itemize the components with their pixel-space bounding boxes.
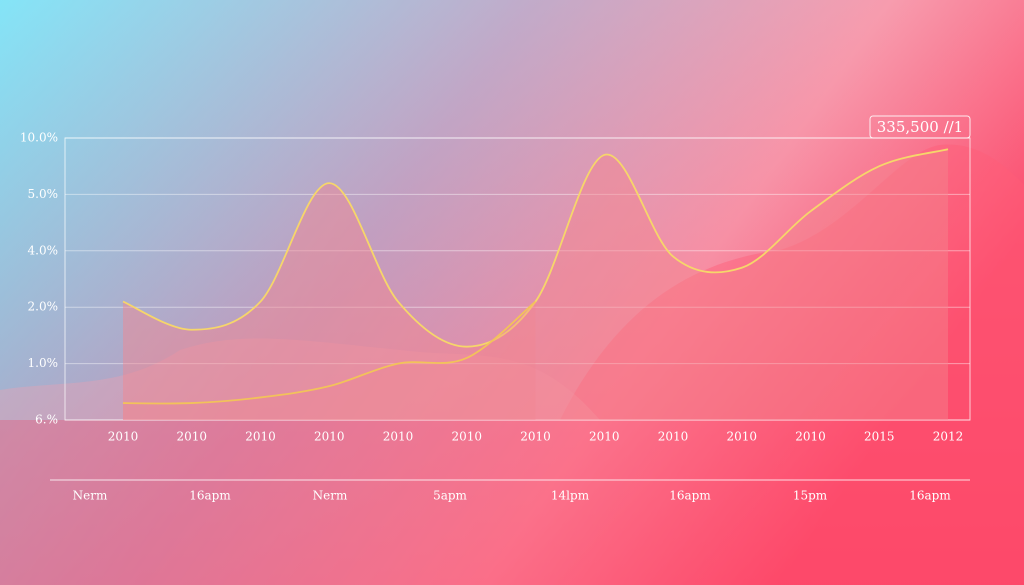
x-tick-label: 2010 — [245, 430, 276, 444]
background-wave — [0, 144, 1024, 585]
secondary-label: 5apm — [433, 489, 467, 503]
x-tick-label: 2010 — [589, 430, 620, 444]
secondary-label: 14lpm — [551, 489, 590, 503]
plot-frame — [64, 137, 971, 421]
x-tick-label: 2010 — [176, 430, 207, 444]
series-area — [123, 149, 948, 420]
secondary-label: 16apm — [189, 489, 231, 503]
x-tick-label: 2010 — [795, 430, 826, 444]
annotation: 335,500 //1 — [877, 118, 963, 136]
secondary-label: 15pm — [793, 489, 828, 503]
series-area — [123, 301, 536, 420]
y-tick-label: 2.0% — [28, 300, 59, 314]
x-tick-label: 2010 — [383, 430, 414, 444]
x-tick-label: 2010 — [658, 430, 689, 444]
y-tick-label: 10.0% — [20, 131, 58, 145]
x-tick-label: 2010 — [726, 430, 757, 444]
secondary-label: 16apm — [909, 489, 951, 503]
background-wave — [0, 338, 600, 420]
y-tick-label: 1.0% — [28, 356, 59, 370]
x-tick-label: 2010 — [314, 430, 345, 444]
y-tick-label: 6.% — [35, 413, 58, 427]
secondary-label: Nerm — [73, 489, 108, 503]
x-tick-label: 2010 — [451, 430, 482, 444]
series-line — [122, 300, 537, 405]
x-tick-label: 2012 — [933, 430, 964, 444]
x-tick-label: 2010 — [520, 430, 551, 444]
secondary-label: 16apm — [669, 489, 711, 503]
y-tick-label: 4.0% — [28, 243, 59, 257]
x-tick-label: 2015 — [864, 430, 895, 444]
x-tick-label: 2010 — [108, 430, 139, 444]
secondary-label: Nerm — [313, 489, 348, 503]
series-line — [122, 148, 949, 348]
annotation-box — [869, 115, 971, 139]
y-tick-label: 5.0% — [28, 187, 59, 201]
